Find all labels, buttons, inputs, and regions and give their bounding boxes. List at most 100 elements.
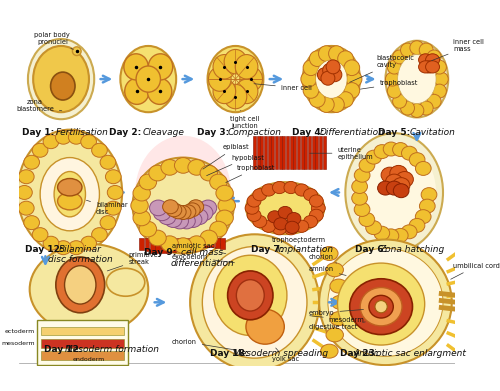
Bar xyxy=(260,136,264,169)
Ellipse shape xyxy=(274,218,288,230)
Ellipse shape xyxy=(268,211,281,223)
Ellipse shape xyxy=(303,60,319,75)
Text: Fertilisation: Fertilisation xyxy=(56,128,108,137)
Ellipse shape xyxy=(394,184,409,198)
Ellipse shape xyxy=(310,195,324,207)
Ellipse shape xyxy=(200,200,216,216)
Ellipse shape xyxy=(354,203,370,217)
Bar xyxy=(198,238,203,247)
Bar xyxy=(322,136,326,169)
Bar xyxy=(272,136,274,169)
Ellipse shape xyxy=(245,202,259,214)
Text: embryo: embryo xyxy=(308,310,364,316)
Text: endoderm: endoderm xyxy=(73,357,105,362)
Bar xyxy=(166,238,171,253)
Text: zona
blastomere: zona blastomere xyxy=(16,99,62,112)
Bar xyxy=(177,238,182,251)
Ellipse shape xyxy=(318,68,332,82)
Ellipse shape xyxy=(246,182,324,234)
Ellipse shape xyxy=(467,303,484,317)
Ellipse shape xyxy=(210,174,227,190)
Ellipse shape xyxy=(326,263,344,277)
Ellipse shape xyxy=(208,67,231,91)
Bar xyxy=(150,238,154,253)
Ellipse shape xyxy=(322,63,336,77)
Ellipse shape xyxy=(188,160,206,175)
Ellipse shape xyxy=(18,130,122,255)
Ellipse shape xyxy=(100,216,116,230)
Bar xyxy=(275,136,278,169)
Text: bilaminar
disc: bilaminar disc xyxy=(86,200,128,215)
Text: Bilaminar
disc formation: Bilaminar disc formation xyxy=(48,245,112,264)
Ellipse shape xyxy=(210,221,227,237)
Text: Day 5:: Day 5: xyxy=(378,128,414,137)
Bar xyxy=(268,136,271,169)
Bar xyxy=(204,238,209,247)
Ellipse shape xyxy=(200,165,218,181)
Ellipse shape xyxy=(139,221,156,237)
Ellipse shape xyxy=(92,228,108,242)
Ellipse shape xyxy=(426,61,440,73)
Text: Mesoderm formation: Mesoderm formation xyxy=(64,345,158,354)
Ellipse shape xyxy=(120,46,176,112)
Ellipse shape xyxy=(218,198,236,213)
Ellipse shape xyxy=(228,271,273,320)
Ellipse shape xyxy=(174,238,192,253)
Ellipse shape xyxy=(224,84,247,109)
Ellipse shape xyxy=(188,200,204,214)
Ellipse shape xyxy=(398,55,436,104)
Ellipse shape xyxy=(326,328,344,342)
Text: Day 3:: Day 3: xyxy=(196,128,232,137)
Text: Day 4:: Day 4: xyxy=(292,128,328,137)
Ellipse shape xyxy=(360,287,402,326)
Ellipse shape xyxy=(24,155,40,169)
Text: trophoectoderm: trophoectoderm xyxy=(272,237,326,243)
Ellipse shape xyxy=(321,71,335,85)
Text: inner cell: inner cell xyxy=(254,84,312,91)
Ellipse shape xyxy=(72,47,81,56)
Ellipse shape xyxy=(56,257,104,313)
Ellipse shape xyxy=(338,263,424,345)
Ellipse shape xyxy=(400,101,414,115)
Ellipse shape xyxy=(319,240,452,365)
Text: Amniotic sac enlargment: Amniotic sac enlargment xyxy=(354,350,467,359)
Bar xyxy=(144,238,150,251)
Ellipse shape xyxy=(344,83,360,98)
Ellipse shape xyxy=(418,54,432,66)
Ellipse shape xyxy=(54,172,86,217)
Ellipse shape xyxy=(235,79,258,104)
Ellipse shape xyxy=(253,215,267,228)
Bar xyxy=(319,136,322,169)
Ellipse shape xyxy=(106,170,121,184)
Ellipse shape xyxy=(302,46,360,112)
Text: trophoblast: trophoblast xyxy=(360,81,418,89)
Ellipse shape xyxy=(458,239,475,253)
Ellipse shape xyxy=(202,246,307,358)
Ellipse shape xyxy=(154,205,171,221)
Text: exocoelom: exocoelom xyxy=(172,254,234,263)
Text: inner cell
mass: inner cell mass xyxy=(432,39,484,61)
Ellipse shape xyxy=(418,61,432,73)
Ellipse shape xyxy=(419,43,433,57)
Bar xyxy=(41,339,124,348)
Bar xyxy=(172,238,176,252)
Ellipse shape xyxy=(64,266,96,304)
Ellipse shape xyxy=(386,72,400,86)
Ellipse shape xyxy=(366,150,382,164)
Text: Day 1:: Day 1: xyxy=(22,128,58,137)
Ellipse shape xyxy=(400,43,414,57)
Ellipse shape xyxy=(214,255,287,335)
Ellipse shape xyxy=(190,209,208,225)
Ellipse shape xyxy=(359,213,374,226)
Text: Day 2:: Day 2: xyxy=(110,128,145,137)
Ellipse shape xyxy=(375,301,387,313)
Text: chorion: chorion xyxy=(172,339,234,350)
Bar xyxy=(253,136,256,169)
Bar xyxy=(41,351,124,360)
Ellipse shape xyxy=(318,97,334,113)
Ellipse shape xyxy=(150,200,167,216)
Ellipse shape xyxy=(56,241,71,255)
Ellipse shape xyxy=(106,201,121,215)
Ellipse shape xyxy=(285,221,299,233)
Ellipse shape xyxy=(216,185,234,201)
